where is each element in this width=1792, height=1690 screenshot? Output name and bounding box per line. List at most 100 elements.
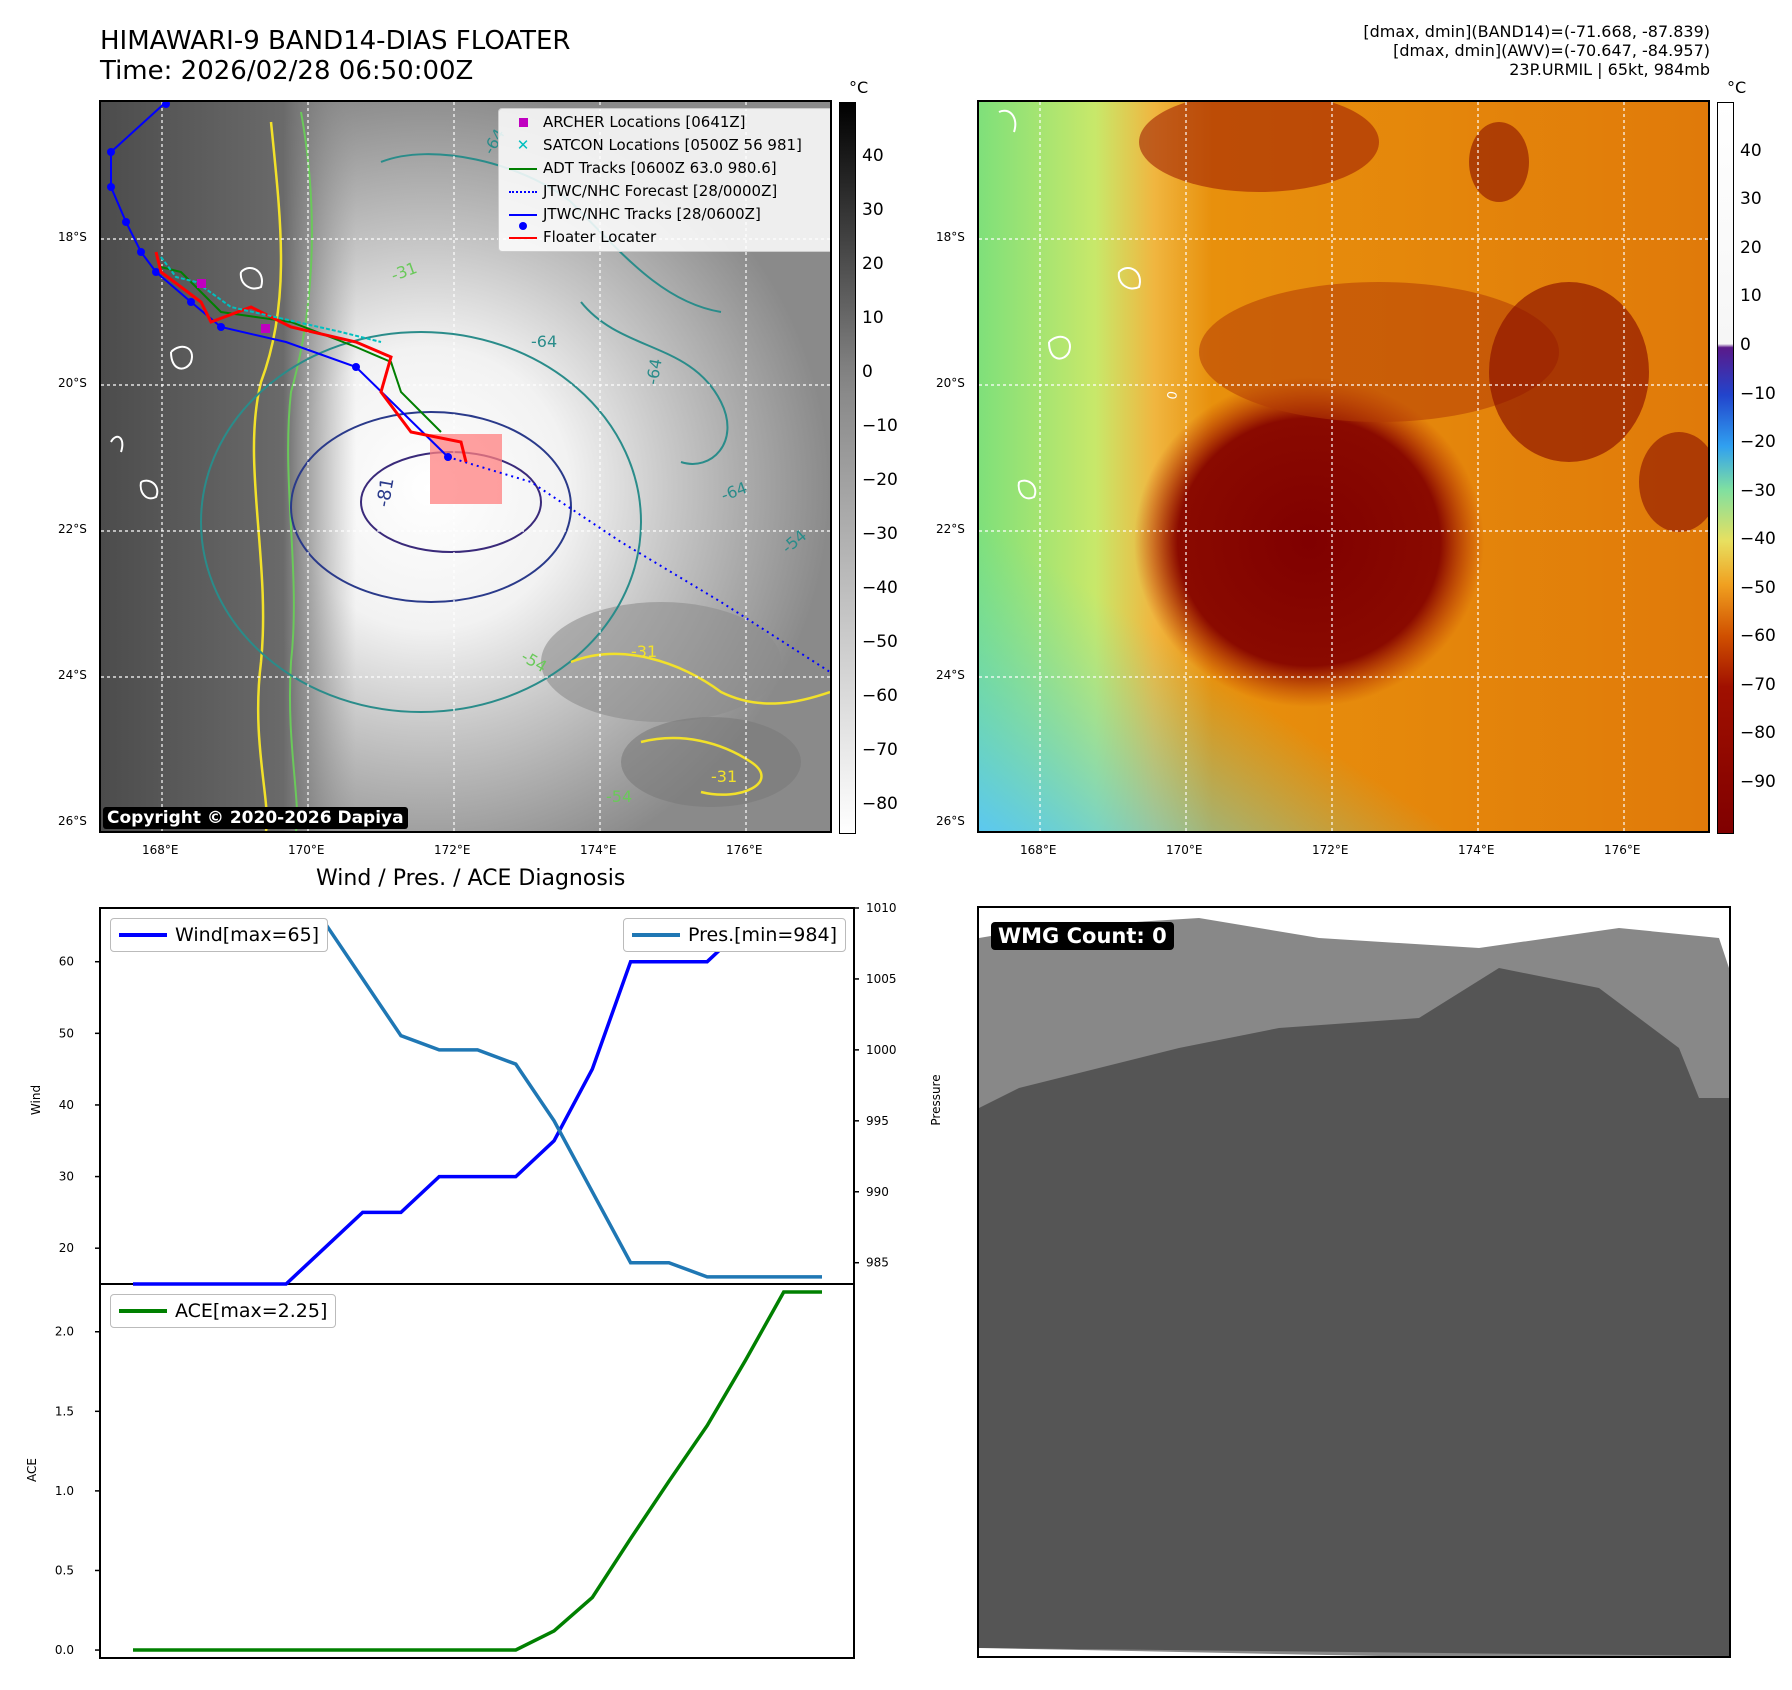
pres-legend: Pres.[min=984] — [623, 918, 846, 952]
diagnosis-title: Wind / Pres. / ACE Diagnosis — [316, 866, 626, 891]
legend-item-archer: ARCHER Locations [0641Z] — [503, 111, 830, 134]
line-icon — [503, 167, 543, 170]
lon-label: 172°E — [434, 843, 471, 857]
awv-colorbar — [1717, 102, 1734, 834]
lat-label: 20°S — [58, 376, 87, 390]
colorbar-tick: −40 — [862, 578, 898, 598]
y-tick-label: 1.5 — [55, 1404, 74, 1418]
line-icon — [503, 236, 543, 239]
line-icon — [632, 933, 680, 937]
colorbar-tick: 40 — [862, 146, 884, 166]
legend-label: ARCHER Locations [0641Z] — [543, 113, 746, 131]
lat-label: 26°S — [58, 814, 87, 828]
lon-label: 168°E — [1020, 843, 1057, 857]
legend-label: JTWC/NHC Tracks [28/0600Z] — [543, 205, 761, 223]
y-tick-label: 30 — [59, 1170, 74, 1184]
colorbar-tick: −60 — [862, 686, 898, 706]
copyright-badge: Copyright © 2020-2026 Dapiya — [103, 807, 408, 829]
legend-item-forecast: JTWC/NHC Forecast [28/0000Z] — [503, 180, 830, 203]
lat-label: 26°S — [936, 814, 965, 828]
y-right-tick-label: 995 — [866, 1114, 889, 1128]
line-icon — [119, 933, 167, 937]
colorbar-tick: −80 — [1740, 723, 1776, 743]
colorbar-tick: −70 — [862, 740, 898, 760]
colorbar-tick: −20 — [1740, 432, 1776, 452]
title-line2: Time: 2026/02/28 06:50:00Z — [100, 56, 474, 86]
colorbar-tick: 30 — [1740, 189, 1762, 209]
ir-colorbar — [839, 102, 856, 834]
colorbar-tick: 10 — [862, 308, 884, 328]
legend-item-tracks: JTWC/NHC Tracks [28/0600Z] — [503, 203, 830, 230]
awv-map-image — [979, 102, 1708, 831]
colorbar-tick: 20 — [862, 254, 884, 274]
contour-label: -54 — [606, 787, 633, 806]
dotted-line-icon — [503, 190, 543, 193]
ir-map-legend: ARCHER Locations [0641Z] ✕ SATCON Locati… — [498, 108, 830, 252]
lat-label: 24°S — [936, 668, 965, 682]
ace-axes — [99, 1283, 855, 1659]
lon-label: 170°E — [288, 843, 325, 857]
lon-label: 174°E — [1458, 843, 1495, 857]
legend-item-adt: ADT Tracks [0600Z 63.0 980.6] — [503, 157, 830, 180]
info-line3: 23P.URMIL | 65kt, 984mb — [1509, 60, 1710, 79]
ace-legend: ACE[max=2.25] — [110, 1294, 337, 1328]
lat-label: 22°S — [936, 522, 965, 536]
info-line2: [dmax, dmin](AWV)=(-70.647, -84.957) — [1393, 41, 1710, 60]
x-icon: ✕ — [516, 136, 530, 154]
lat-label: 18°S — [936, 230, 965, 244]
colorbar-tick: −80 — [862, 794, 898, 814]
colorbar-tick: 0 — [862, 362, 873, 382]
ir-map-panel: -64 -31 -64 -64 -81 -64 -54 -31 -54 -31 … — [99, 100, 832, 833]
square-icon — [503, 118, 543, 127]
title-line1: HIMAWARI-9 BAND14-DIAS FLOATER — [100, 26, 571, 56]
y-right-tick-label: 1010 — [866, 901, 897, 915]
ir-colorbar-unit: °C — [849, 78, 869, 97]
colorbar-tick: −30 — [1740, 481, 1776, 501]
colorbar-tick: −30 — [862, 524, 898, 544]
lat-label: 20°S — [936, 376, 965, 390]
lon-label: 170°E — [1166, 843, 1203, 857]
y-tick-label: 2.0 — [55, 1325, 74, 1339]
pres-legend-label: Pres.[min=984] — [688, 924, 837, 946]
contour-label: -64 — [531, 332, 558, 351]
y-tick-label: 40 — [59, 1098, 74, 1112]
y-tick-label: 60 — [59, 955, 74, 969]
wmg-image — [979, 918, 1729, 1656]
legend-label: ADT Tracks [0600Z 63.0 980.6] — [543, 159, 777, 177]
wmg-panel: WMG Count: 0 — [977, 906, 1731, 1658]
y-tick-label: 20 — [59, 1241, 74, 1255]
colorbar-tick: −20 — [862, 470, 898, 490]
colorbar-tick: −10 — [1740, 384, 1776, 404]
y-tick-label: 0.0 — [55, 1643, 74, 1657]
colorbar-tick: 10 — [1740, 286, 1762, 306]
lon-label: 176°E — [1604, 843, 1641, 857]
y-tick-label: 0.5 — [55, 1563, 74, 1577]
wmg-count-badge: WMG Count: 0 — [991, 922, 1174, 950]
legend-item-floater: Floater Locater — [503, 226, 830, 249]
colorbar-tick: 0 — [1740, 335, 1751, 355]
series-line-wind — [133, 924, 822, 1286]
lon-label: 174°E — [580, 843, 617, 857]
colorbar-tick: −40 — [1740, 529, 1776, 549]
dot-line-icon — [503, 213, 543, 230]
colorbar-tick: −10 — [862, 416, 898, 436]
y-right-tick-label: 1000 — [866, 1043, 897, 1057]
legend-item-satcon: ✕ SATCON Locations [0500Z 56 981] — [503, 134, 830, 157]
wind-axis-label: Wind — [29, 1085, 43, 1115]
y-right-tick-label: 985 — [866, 1256, 889, 1270]
series-line-ace — [133, 1290, 822, 1652]
colorbar-tick: −90 — [1740, 772, 1776, 792]
legend-label: SATCON Locations [0500Z 56 981] — [543, 136, 802, 154]
colorbar-tick: 20 — [1740, 238, 1762, 258]
lon-label: 176°E — [726, 843, 763, 857]
colorbar-tick: −70 — [1740, 675, 1776, 695]
lat-label: 18°S — [58, 230, 87, 244]
awv-map-panel: 0 — [977, 100, 1710, 833]
wind-legend: Wind[max=65] — [110, 918, 329, 952]
line-icon — [119, 1309, 167, 1313]
diagnosis-chart: 20 30 40 50 60 985 990 995 1000 1005 1010 0.0 0.5 1.0… — [25, 901, 943, 1659]
contour-label: -31 — [631, 642, 658, 661]
info-line1: [dmax, dmin](BAND14)=(-71.668, -87.839) — [1363, 22, 1710, 41]
info-block: [dmax, dmin](BAND14)=(-71.668, -87.839) … — [1363, 22, 1710, 79]
ace-axis-label: ACE — [25, 1458, 39, 1482]
